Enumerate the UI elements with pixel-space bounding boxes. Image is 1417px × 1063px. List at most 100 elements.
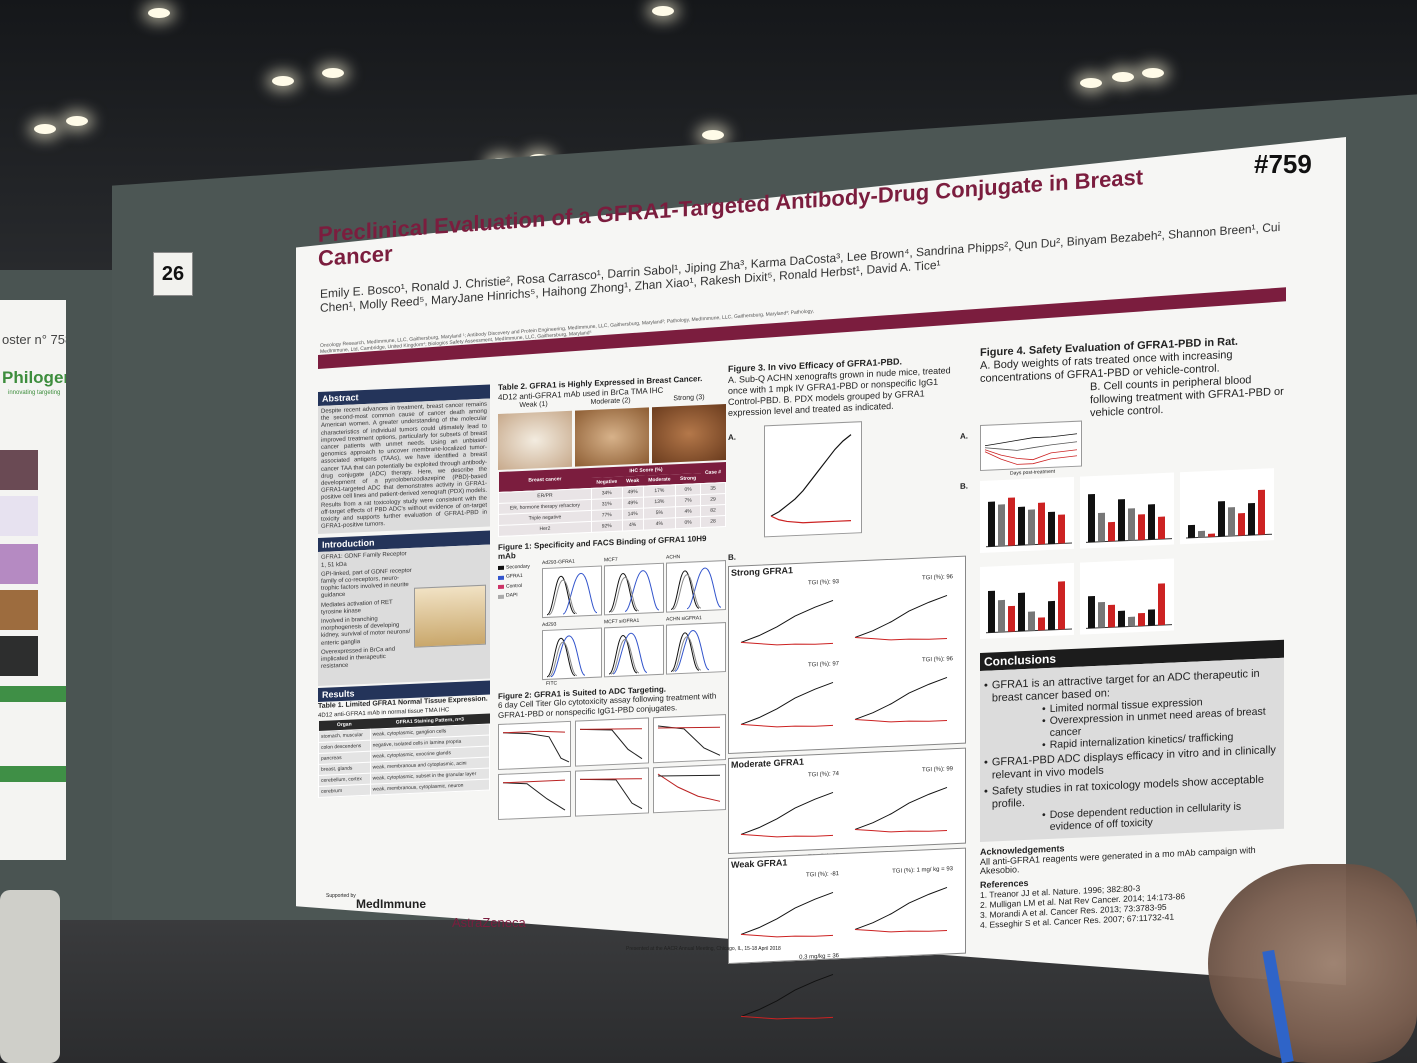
- ihc-label: Moderate (2): [590, 397, 631, 406]
- bullet-icon: •: [1042, 809, 1046, 822]
- blood-count-bar-chart: [1080, 472, 1174, 549]
- bar: [1218, 501, 1225, 537]
- column-right: Figure 4. Safety Evaluation of GFRA1-PBD…: [960, 334, 1284, 930]
- abstract-text: Despite recent advances in treatment, br…: [321, 401, 487, 531]
- poster: #759 Preclinical Evaluation of a GFRA1-T…: [296, 137, 1346, 1020]
- bar: [1038, 502, 1045, 545]
- supported-by-label: Supported by: [326, 893, 356, 899]
- tumor-growth-curve: [740, 891, 834, 938]
- blood-count-bar-chart: [1180, 468, 1274, 545]
- achn-xenograft-plot: [764, 420, 862, 537]
- ceiling-light-icon: [1142, 68, 1164, 78]
- bar: [1088, 493, 1095, 543]
- bullet-icon: •: [1042, 715, 1046, 728]
- intro-bullet: Involved in branching morphogenesis of d…: [321, 616, 411, 647]
- bar: [1158, 583, 1165, 626]
- cytotox-plot: [575, 767, 649, 817]
- bar: [1148, 504, 1155, 540]
- bar: [988, 590, 995, 633]
- blood-count-bar-chart: [1080, 558, 1174, 635]
- bar: [1018, 592, 1025, 632]
- table2-header: Case #: [700, 461, 726, 484]
- facs-histogram: [604, 624, 664, 677]
- tumor-growth-curve: [740, 599, 834, 646]
- bar: [1198, 530, 1205, 538]
- table2-cell: 4%: [622, 518, 644, 531]
- tumor-growth-curve: [854, 786, 948, 833]
- cytotox-plot: [498, 770, 572, 820]
- tumor-growth-curve: [854, 594, 948, 641]
- medimmune-logo: MedImmune: [356, 897, 427, 911]
- bar: [1008, 497, 1015, 546]
- table2-cell: 4%: [643, 517, 676, 530]
- bullet-icon: •: [1042, 739, 1046, 752]
- ihc-label: Weak (1): [519, 400, 548, 410]
- cytotox-plot: [575, 717, 649, 767]
- bar: [1048, 511, 1055, 545]
- table1-cell: cerebrum: [318, 784, 371, 798]
- legend-item: DAPI: [498, 590, 538, 601]
- facs-panel: ACHN 1985: [666, 552, 726, 613]
- body-weight-plot: [980, 420, 1082, 471]
- legend-swatch-icon: [498, 575, 504, 580]
- blood-count-bar-chart: [980, 476, 1074, 553]
- left-poster-image: [0, 450, 38, 490]
- bar: [1148, 609, 1155, 626]
- bar: [1018, 506, 1025, 546]
- figure4-panel-b-label: B.: [960, 481, 968, 491]
- ihc-image-moderate: [575, 406, 649, 467]
- left-poster-image: [0, 544, 38, 584]
- bar: [1118, 499, 1125, 541]
- bar: [1118, 610, 1125, 627]
- bar: [1088, 595, 1095, 629]
- bar: [1188, 524, 1195, 538]
- intro-bullet: Mediates activation of RET tyrosine kina…: [321, 599, 393, 616]
- left-poster-image: [0, 590, 38, 630]
- cytotox-plot: [498, 720, 572, 770]
- receptor-diagram: [414, 585, 486, 649]
- table2-cell: 28: [700, 515, 726, 528]
- facs-histogram: [604, 562, 664, 615]
- bar: [1258, 489, 1265, 535]
- column-left: Abstract Despite recent advances in trea…: [318, 384, 490, 798]
- bullet-icon: •: [984, 756, 988, 769]
- table2-cell: 0%: [675, 516, 701, 529]
- tumor-growth-curve: [854, 886, 948, 933]
- bar: [998, 599, 1005, 633]
- left-poster-image: [0, 636, 38, 676]
- column-middle-left: Table 2. GFRA1 is Highly Expressed in Br…: [498, 373, 726, 820]
- bar: [1158, 516, 1165, 540]
- conclusions-body: • GFRA1 is an attractive target for an AD…: [980, 657, 1284, 842]
- bar: [1098, 601, 1105, 628]
- bar: [1108, 521, 1115, 542]
- bar: [1138, 514, 1145, 541]
- ceiling-light-icon: [322, 68, 344, 78]
- left-poster-tagline: innovating targeting: [8, 390, 61, 396]
- bar: [988, 501, 995, 547]
- ceiling-light-icon: [66, 116, 88, 126]
- bullet-icon: •: [984, 785, 988, 798]
- facs-panel: ACHN siGFRA1 418: [666, 614, 726, 675]
- pdx-plot: TGI (%): 97: [735, 660, 841, 735]
- bullet-icon: •: [984, 679, 988, 692]
- table2: Breast cancer IHC Score (%) Case # Negat…: [498, 461, 726, 537]
- ceiling-light-icon: [148, 8, 170, 18]
- board-number-card: 26: [153, 252, 193, 296]
- left-poster-image: [0, 496, 38, 536]
- left-poster-green-bar: [0, 766, 66, 782]
- ceiling-light-icon: [272, 76, 294, 86]
- cytotox-plot: [652, 714, 726, 764]
- chair: [0, 890, 60, 1063]
- facs-histogram: [542, 564, 602, 618]
- tumor-growth-curve: [740, 681, 834, 728]
- bar: [1028, 509, 1035, 545]
- left-neighbor-poster: oster n° 758 Philogen innovating targeti…: [0, 300, 66, 860]
- figure1-xlabel: FITC: [546, 679, 558, 687]
- left-poster-green-bar: [0, 686, 66, 702]
- bar: [1008, 605, 1015, 632]
- facs-panel: MCF7 siGFRA1 777: [604, 616, 664, 677]
- facs-panel: MCF7 1366: [604, 554, 664, 615]
- blood-count-bar-chart: [980, 562, 1074, 639]
- poster-number: #759: [1254, 149, 1312, 179]
